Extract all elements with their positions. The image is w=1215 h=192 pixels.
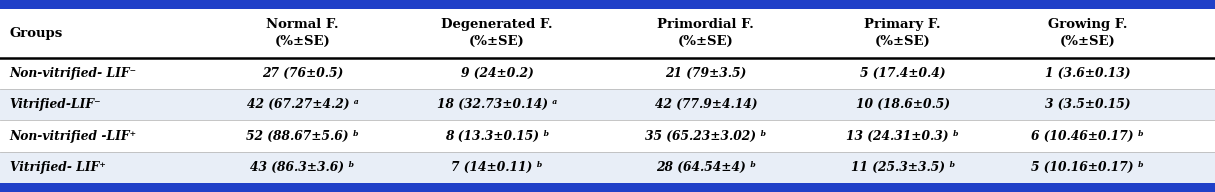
Text: 43 (86.3±3.6) ᵇ: 43 (86.3±3.6) ᵇ <box>250 161 355 174</box>
Text: 1 (3.6±0.13): 1 (3.6±0.13) <box>1045 67 1130 80</box>
Text: 21 (79±3.5): 21 (79±3.5) <box>666 67 746 80</box>
Text: 5 (10.16±0.17) ᵇ: 5 (10.16±0.17) ᵇ <box>1032 161 1143 174</box>
Bar <box>0 58 1215 89</box>
Bar <box>0 0 1215 9</box>
Text: 6 (10.46±0.17) ᵇ: 6 (10.46±0.17) ᵇ <box>1032 130 1143 143</box>
Text: 10 (18.6±0.5): 10 (18.6±0.5) <box>855 98 950 111</box>
Bar <box>0 183 1215 192</box>
Text: 11 (25.3±3.5) ᵇ: 11 (25.3±3.5) ᵇ <box>850 161 955 174</box>
Text: Primary F.
(%±SE): Primary F. (%±SE) <box>864 18 942 48</box>
Text: 18 (32.73±0.14) ᵃ: 18 (32.73±0.14) ᵃ <box>437 98 556 111</box>
Text: 52 (88.67±5.6) ᵇ: 52 (88.67±5.6) ᵇ <box>247 130 358 143</box>
Text: 7 (14±0.11) ᵇ: 7 (14±0.11) ᵇ <box>451 161 543 174</box>
Text: 5 (17.4±0.4): 5 (17.4±0.4) <box>860 67 945 80</box>
Bar <box>0 120 1215 152</box>
Text: Vitrified- LIF⁺: Vitrified- LIF⁺ <box>10 161 106 174</box>
Text: 3 (3.5±0.15): 3 (3.5±0.15) <box>1045 98 1130 111</box>
Text: Growing F.
(%±SE): Growing F. (%±SE) <box>1047 18 1128 48</box>
Text: Groups: Groups <box>10 27 63 40</box>
Text: Vitrified-LIF⁻: Vitrified-LIF⁻ <box>10 98 101 111</box>
Text: 8 (13.3±0.15) ᵇ: 8 (13.3±0.15) ᵇ <box>445 130 549 143</box>
Text: Non-vitrified -LIF⁺: Non-vitrified -LIF⁺ <box>10 130 137 143</box>
Text: 42 (77.9±4.14): 42 (77.9±4.14) <box>655 98 757 111</box>
Text: Normal F.
(%±SE): Normal F. (%±SE) <box>266 18 339 48</box>
Bar <box>0 9 1215 58</box>
Text: 13 (24.31±0.3) ᵇ: 13 (24.31±0.3) ᵇ <box>847 130 959 143</box>
Text: 42 (67.27±4.2) ᵃ: 42 (67.27±4.2) ᵃ <box>247 98 358 111</box>
Text: 9 (24±0.2): 9 (24±0.2) <box>460 67 533 80</box>
Bar <box>0 89 1215 120</box>
Bar <box>0 152 1215 183</box>
Text: Primordial F.
(%±SE): Primordial F. (%±SE) <box>657 18 755 48</box>
Text: 35 (65.23±3.02) ᵇ: 35 (65.23±3.02) ᵇ <box>645 130 767 143</box>
Text: Non-vitrified- LIF⁻: Non-vitrified- LIF⁻ <box>10 67 137 80</box>
Text: 27 (76±0.5): 27 (76±0.5) <box>262 67 343 80</box>
Text: Degenerated F.
(%±SE): Degenerated F. (%±SE) <box>441 18 553 48</box>
Text: 28 (64.54±4) ᵇ: 28 (64.54±4) ᵇ <box>656 161 756 174</box>
